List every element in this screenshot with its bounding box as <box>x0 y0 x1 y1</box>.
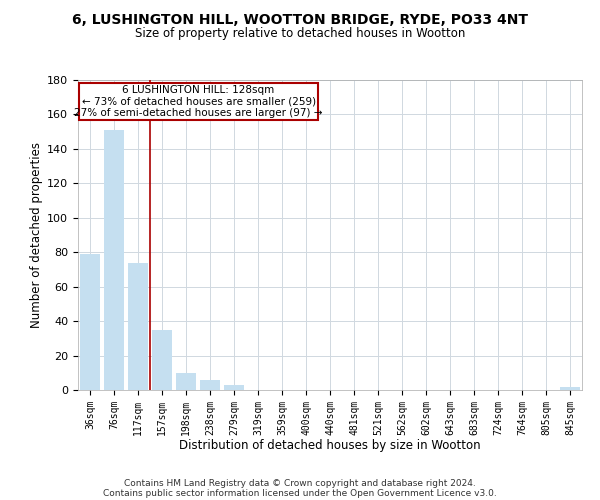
Bar <box>560 386 580 390</box>
Text: 6 LUSHINGTON HILL: 128sqm
← 73% of detached houses are smaller (259)
27% of semi: 6 LUSHINGTON HILL: 128sqm ← 73% of detac… <box>74 85 323 118</box>
Bar <box>104 130 124 390</box>
Bar <box>79 84 318 120</box>
Text: Contains HM Land Registry data © Crown copyright and database right 2024.: Contains HM Land Registry data © Crown c… <box>124 478 476 488</box>
Bar <box>80 254 100 390</box>
Bar <box>176 373 196 390</box>
Bar <box>152 330 172 390</box>
Y-axis label: Number of detached properties: Number of detached properties <box>30 142 43 328</box>
Bar <box>128 262 148 390</box>
Text: Size of property relative to detached houses in Wootton: Size of property relative to detached ho… <box>135 28 465 40</box>
Bar <box>224 385 244 390</box>
Text: 6, LUSHINGTON HILL, WOOTTON BRIDGE, RYDE, PO33 4NT: 6, LUSHINGTON HILL, WOOTTON BRIDGE, RYDE… <box>72 12 528 26</box>
Bar <box>200 380 220 390</box>
Text: Contains public sector information licensed under the Open Government Licence v3: Contains public sector information licen… <box>103 488 497 498</box>
X-axis label: Distribution of detached houses by size in Wootton: Distribution of detached houses by size … <box>179 439 481 452</box>
